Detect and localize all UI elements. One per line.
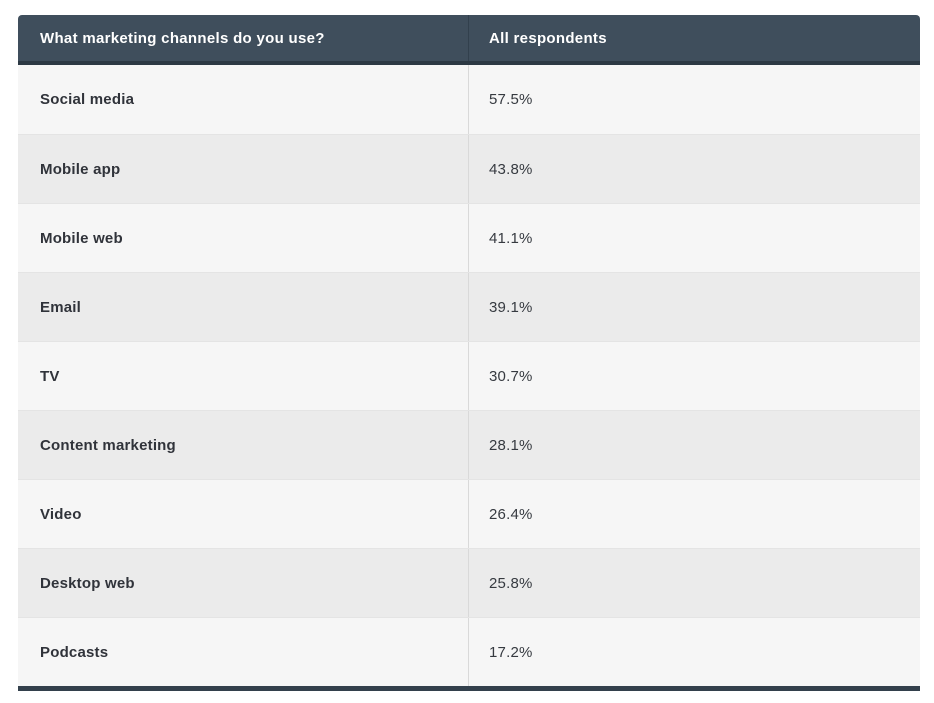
- channel-label: Mobile web: [40, 229, 123, 247]
- header-shadow-strip: [18, 61, 920, 65]
- table-row: Mobile web 41.1%: [18, 203, 920, 272]
- table-row: Podcasts 17.2%: [18, 617, 920, 686]
- question-column-header: What marketing channels do you use?: [40, 29, 325, 47]
- respondents-value: 39.1%: [468, 273, 920, 341]
- respondents-value: 25.8%: [468, 549, 920, 617]
- table-row: Video 26.4%: [18, 479, 920, 548]
- table-row: Email 39.1%: [18, 272, 920, 341]
- survey-results-table: What marketing channels do you use? All …: [18, 15, 920, 691]
- respondents-value: 17.2%: [468, 618, 920, 686]
- respondents-value: 28.1%: [468, 411, 920, 479]
- table-body: Social media 57.5% Mobile app 43.8% Mobi…: [18, 65, 920, 686]
- channel-label: Email: [40, 298, 82, 316]
- channel-label: Mobile app: [40, 160, 121, 178]
- channel-label: Desktop web: [40, 574, 135, 592]
- table-row: Content marketing 28.1%: [18, 410, 920, 479]
- channel-label: Video: [40, 505, 82, 523]
- table-row: Desktop web 25.8%: [18, 548, 920, 617]
- respondents-value: 41.1%: [468, 204, 920, 272]
- table-row: TV 30.7%: [18, 341, 920, 410]
- respondents-value: 26.4%: [468, 480, 920, 548]
- channel-label: Content marketing: [40, 436, 176, 454]
- channel-label: Social media: [40, 91, 135, 108]
- table-row: Mobile app 43.8%: [18, 134, 920, 203]
- respondents-column-header: All respondents: [468, 15, 920, 61]
- respondents-value: 43.8%: [468, 135, 920, 203]
- footer-shadow-strip: [18, 686, 920, 691]
- respondents-value: 57.5%: [468, 65, 920, 134]
- channel-label: TV: [40, 367, 60, 385]
- respondents-value: 30.7%: [468, 342, 920, 410]
- channel-label: Podcasts: [40, 643, 109, 661]
- table-header-row: What marketing channels do you use? All …: [18, 15, 920, 61]
- table-row: Social media 57.5%: [18, 65, 920, 134]
